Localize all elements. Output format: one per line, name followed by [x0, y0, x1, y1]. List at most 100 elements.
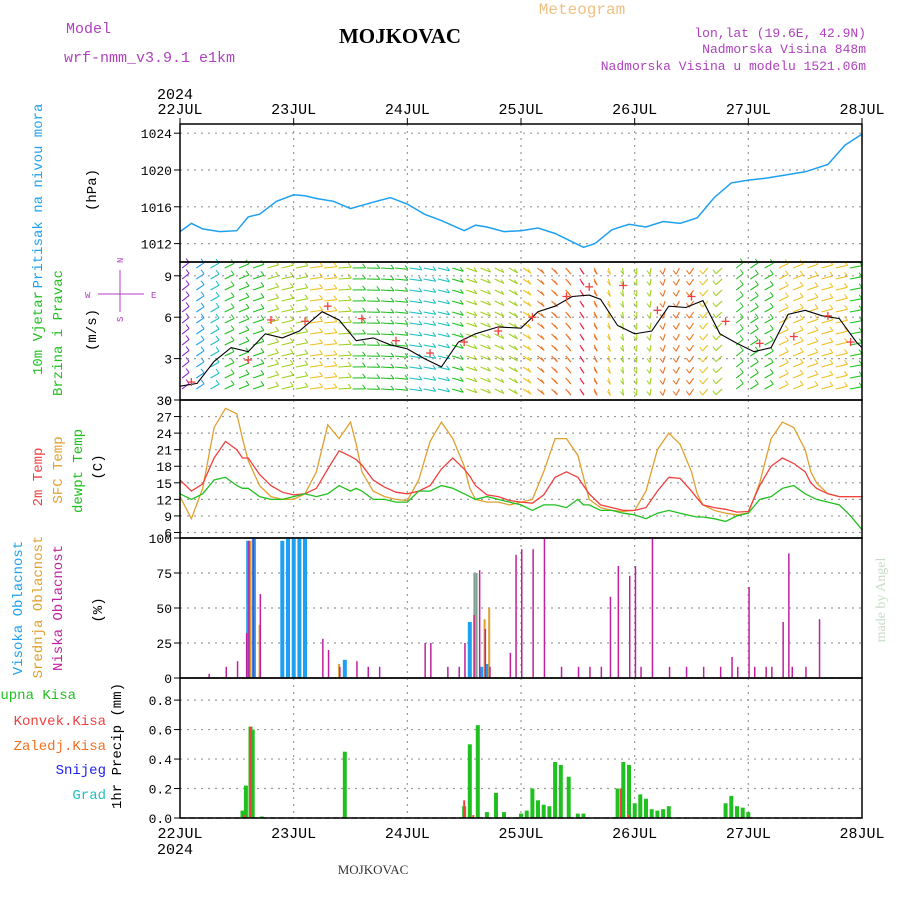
wind-barb — [466, 311, 478, 317]
wind-barb-flag — [333, 262, 338, 268]
wind-barb-flag — [799, 347, 804, 353]
wind-barb-flag — [554, 379, 558, 385]
wind-barb-flag — [769, 313, 774, 319]
wind-barb — [338, 299, 352, 302]
wind-barb — [423, 377, 436, 381]
wind-barb — [480, 322, 491, 328]
model-value: wrf-nmm_v3.9.1 e1km — [64, 50, 235, 67]
wind-barb — [295, 342, 309, 346]
precip-total-bar — [649, 809, 654, 818]
footer-label: MOJKOVAC — [338, 862, 409, 877]
wind-barb — [735, 361, 744, 368]
wind-barb-flag — [362, 384, 367, 390]
wind-barb-flag — [712, 379, 717, 385]
wind-barb — [210, 317, 220, 324]
precip-total-bar — [729, 795, 734, 818]
wind-barb-flag — [473, 322, 478, 328]
precip-total-bar — [240, 810, 245, 818]
wind-barb — [821, 297, 833, 302]
lonlat-text: lon,lat (19.6E, 42.9N) — [694, 26, 866, 41]
wind-barb-flag — [289, 315, 294, 321]
wind-barb-flag — [814, 358, 819, 364]
wind-barb-flag — [459, 288, 464, 294]
compass-w: W — [85, 291, 91, 301]
wind-barb-flag — [487, 267, 491, 273]
wind-barb-flag — [275, 271, 280, 277]
wind-barb-flag — [672, 346, 677, 352]
wind-barb-flag — [607, 391, 611, 396]
wind-barb — [835, 363, 848, 368]
wind-barb-flag — [215, 379, 220, 385]
wind-barb — [764, 383, 774, 390]
wind-barb — [437, 388, 450, 393]
wind-barb — [466, 388, 478, 394]
wind-barb — [210, 306, 220, 313]
wind-barb — [750, 306, 759, 313]
wind-barb-flag — [376, 373, 381, 379]
wind-barb-flag — [754, 291, 759, 297]
wind-barb-flag — [487, 377, 491, 383]
wind-barb — [295, 298, 309, 302]
wind-barb-flag — [646, 325, 651, 330]
wind-barb-flag — [580, 324, 585, 330]
wind-barb-flag — [304, 338, 309, 344]
wind-barb-flag — [829, 282, 834, 288]
wind-barb — [807, 329, 819, 335]
wind-barb — [750, 262, 759, 269]
wind-barb — [702, 289, 709, 297]
precip-frame — [179, 677, 863, 819]
wind-barb — [764, 306, 774, 313]
wind-barb-flag — [593, 390, 598, 396]
wind-barb — [807, 362, 819, 368]
wind-barb-flag — [473, 344, 478, 350]
wind-barb-flag — [672, 291, 677, 297]
wind-barb — [395, 344, 409, 347]
wind-barb-flag — [215, 280, 220, 286]
wind-barb-flag — [432, 331, 437, 337]
wind-barb — [423, 366, 436, 370]
wind-barb-flag — [686, 357, 690, 363]
x-tick-label-bottom: 27JUL — [726, 826, 771, 843]
wind-barb-flag — [459, 321, 464, 327]
wind-barb-flag — [686, 313, 690, 319]
precip-total-bar — [581, 813, 586, 818]
wind-barb — [295, 287, 309, 291]
temperature-ytick-label: 27 — [156, 411, 172, 426]
wind-barb-flag — [404, 297, 409, 303]
x-tick-label-top: 28JUL — [839, 102, 884, 119]
wind-barb-flag — [500, 378, 505, 383]
wind-barb — [451, 311, 464, 316]
wind-barb — [380, 300, 394, 303]
cloud-low-bar — [560, 666, 563, 678]
wind-barb-flag — [633, 336, 638, 341]
wind-barb — [715, 355, 723, 363]
wind-barb-flag — [432, 309, 437, 315]
wind-barb-flag — [814, 325, 819, 331]
wind-barb-flag — [304, 349, 309, 355]
wind-barb — [675, 333, 680, 341]
wind-barb — [750, 383, 759, 390]
wind-barb-flag — [554, 291, 558, 297]
wind-barb-flag — [333, 295, 338, 301]
wind-barb — [380, 355, 394, 358]
sfc-label: SFC Temp — [51, 436, 67, 503]
wind-barb — [267, 286, 279, 291]
wind-barb-flag — [784, 336, 789, 341]
wind-barb-flag — [245, 380, 250, 386]
wind-barb-flag — [215, 368, 220, 374]
wind-barb — [494, 377, 505, 383]
pressure-unit: (hPa) — [85, 169, 101, 211]
wind-barb — [466, 267, 478, 273]
wind-barb-flag — [593, 379, 598, 385]
wind-barb-flag — [646, 303, 651, 308]
wind-barb-flag — [686, 280, 690, 286]
wind-barb-flag — [799, 336, 804, 342]
wind-barb-flag — [185, 357, 190, 362]
wind-barb — [451, 333, 464, 338]
precip-total-bar — [530, 788, 535, 818]
wind-barb — [778, 362, 789, 368]
wind-barb-flag — [446, 332, 451, 338]
pressure-line — [179, 133, 863, 249]
wind-barb-flag — [784, 325, 789, 330]
wind-barb — [466, 377, 478, 383]
